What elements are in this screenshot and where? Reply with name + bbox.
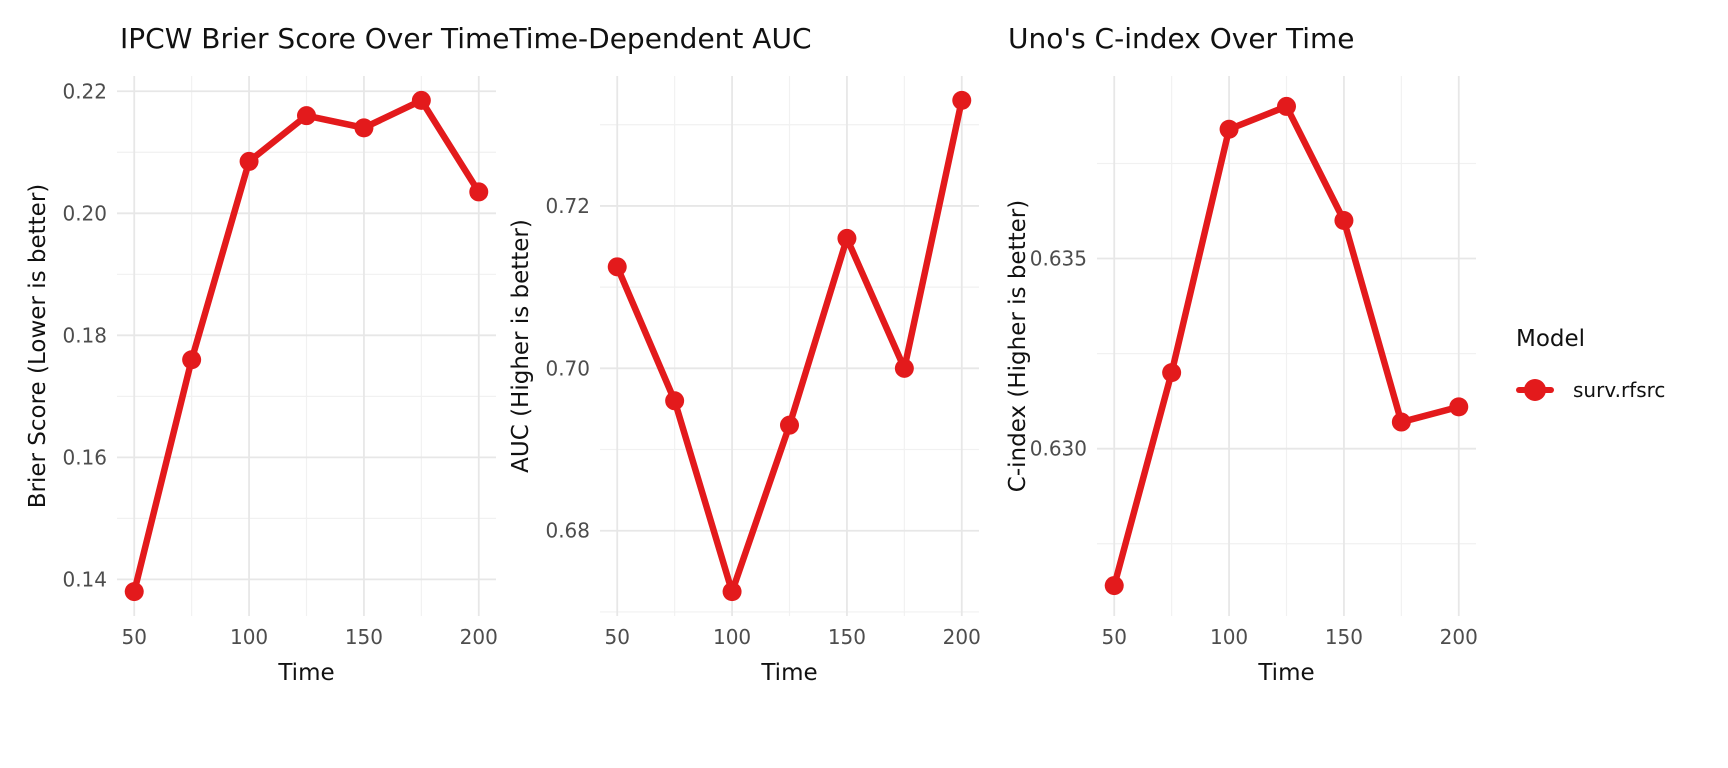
y-tick-label: 0.22 <box>62 79 107 103</box>
data-point <box>665 391 685 411</box>
data-point <box>1104 576 1124 596</box>
x-tick-label: 200 <box>460 625 498 649</box>
data-point <box>469 182 489 202</box>
data-point <box>1219 119 1239 139</box>
x-tick-label: 100 <box>713 625 751 649</box>
overlapping-titles-row: IPCW Brier Score Over Time Time-Dependent… <box>120 22 812 56</box>
legend-item-surv-rfsrc: surv.rfsrc <box>1516 378 1665 402</box>
legend-point-glyph <box>1524 379 1546 401</box>
x-tick-label: 150 <box>1325 625 1363 649</box>
auc-chart-svg: 0.68 0.70 0.72 50 100 150 200 Time AUC (Higher i… <box>508 76 981 686</box>
y-tick-label: 0.635 <box>1030 247 1087 271</box>
data-point <box>722 582 742 602</box>
auc-chart-title: Time-Dependent AUC <box>509 22 812 55</box>
data-point <box>1391 412 1411 432</box>
data-point <box>1334 211 1354 231</box>
data-point <box>411 90 431 110</box>
brier-chart-title: IPCW Brier Score Over Time <box>120 22 510 55</box>
x-axis-title: Time <box>760 660 817 686</box>
data-point <box>1277 96 1296 116</box>
legend-key-icon <box>1516 378 1554 402</box>
x-axis-title: Time <box>1257 660 1314 686</box>
data-point <box>182 350 202 370</box>
x-tick-label: 150 <box>828 625 866 649</box>
cindex-chart-title: Uno's C-index Over Time <box>1008 22 1355 55</box>
brier-chart-svg: 0.14 0.16 0.18 0.20 0.22 50 100 150 200 Time Brier… <box>25 76 498 686</box>
y-tick-label: 0.72 <box>545 194 590 218</box>
cindex-chart-svg: 0.630 0.635 50 100 150 200 Time C-index (Higher… <box>1005 76 1478 686</box>
data-point <box>239 151 259 171</box>
data-point <box>952 90 972 110</box>
legend: Model surv.rfsrc <box>1516 326 1665 402</box>
data-point <box>1162 363 1182 383</box>
x-tick-label: 50 <box>122 625 147 649</box>
x-tick-label: 200 <box>1440 625 1478 649</box>
y-tick-label: 0.70 <box>545 356 590 380</box>
x-tick-label: 50 <box>1102 625 1127 649</box>
y-tick-label: 0.630 <box>1030 437 1087 461</box>
x-tick-label: 100 <box>1210 625 1248 649</box>
y-tick-label: 0.14 <box>62 567 107 591</box>
y-tick-label: 0.16 <box>62 445 107 469</box>
x-tick-label: 100 <box>230 625 268 649</box>
y-axis-title: Brier Score (Lower is better) <box>25 184 51 509</box>
y-axis-title: C-index (Higher is better) <box>1005 200 1031 492</box>
x-tick-label: 150 <box>345 625 383 649</box>
data-point <box>1449 397 1469 417</box>
legend-title: Model <box>1516 326 1586 352</box>
legend-item-label: surv.rfsrc <box>1573 378 1666 402</box>
x-tick-label: 200 <box>943 625 981 649</box>
data-point <box>607 257 627 277</box>
data-point <box>780 415 799 435</box>
y-axis-title: AUC (Higher is better) <box>508 219 534 473</box>
data-point <box>354 118 374 138</box>
y-tick-label: 0.68 <box>545 519 590 543</box>
x-tick-label: 50 <box>605 625 630 649</box>
data-point <box>124 582 144 602</box>
data-point <box>297 106 316 126</box>
y-tick-label: 0.18 <box>62 323 107 347</box>
x-axis-title: Time <box>277 660 334 686</box>
data-point <box>837 228 857 248</box>
data-point <box>894 358 914 378</box>
y-tick-label: 0.20 <box>62 201 107 225</box>
